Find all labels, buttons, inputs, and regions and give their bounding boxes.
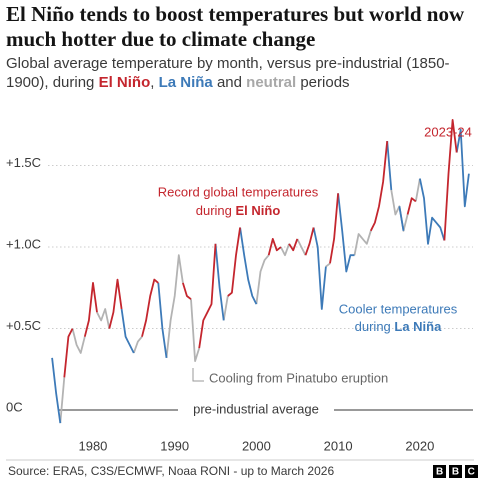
- x-tick-label: 1990: [160, 438, 189, 453]
- series-line: [63, 119, 458, 378]
- text: and: [212, 74, 247, 91]
- text: El Niño: [235, 203, 280, 218]
- text: ,: [150, 74, 159, 91]
- title: El Niño tends to boost temperatures but …: [6, 2, 465, 51]
- series-line: [51, 128, 470, 424]
- y-tick-label: 0C: [6, 399, 23, 414]
- peak-label: 2023-24: [424, 124, 472, 139]
- text: La Niña: [394, 319, 442, 334]
- cooler-label-2: during La Niña: [355, 319, 442, 334]
- text: La Niña: [158, 74, 213, 91]
- logo: BBC: [436, 467, 480, 478]
- x-tick-label: 1980: [78, 438, 107, 453]
- text: periods: [296, 74, 350, 91]
- x-tick-label: 2010: [324, 438, 353, 453]
- cooler-label: Cooler temperatures: [339, 301, 458, 316]
- logo-box: [449, 465, 462, 478]
- y-tick-label: +1.5C: [6, 155, 41, 170]
- record-label-2: during El Niño: [196, 203, 281, 218]
- source: Source: ERA5, C3S/ECMWF, Noaa RONI - up …: [8, 464, 334, 478]
- text: Global average temperature by month, ver…: [6, 55, 450, 91]
- pinatubo-label: Cooling from Pinatubo eruption: [209, 370, 388, 385]
- text: neutral: [246, 74, 297, 91]
- record-label: Record global temperatures: [158, 184, 319, 199]
- text: during: [196, 203, 236, 218]
- x-tick-label: 2000: [242, 438, 271, 453]
- pinatubo-bracket: [192, 368, 204, 382]
- text: El Niño: [98, 74, 151, 91]
- logo-box: [433, 465, 446, 478]
- logo-box: [465, 465, 478, 478]
- baseline-label: pre-industrial average: [193, 401, 319, 416]
- y-tick-label: +0.5C: [6, 318, 41, 333]
- text: during: [355, 319, 395, 334]
- subtitle: Global average temperature by month, ver…: [6, 54, 474, 92]
- label-bg: [178, 402, 334, 418]
- y-tick-label: +1.0C: [6, 236, 41, 251]
- x-tick-label: 2020: [405, 438, 434, 453]
